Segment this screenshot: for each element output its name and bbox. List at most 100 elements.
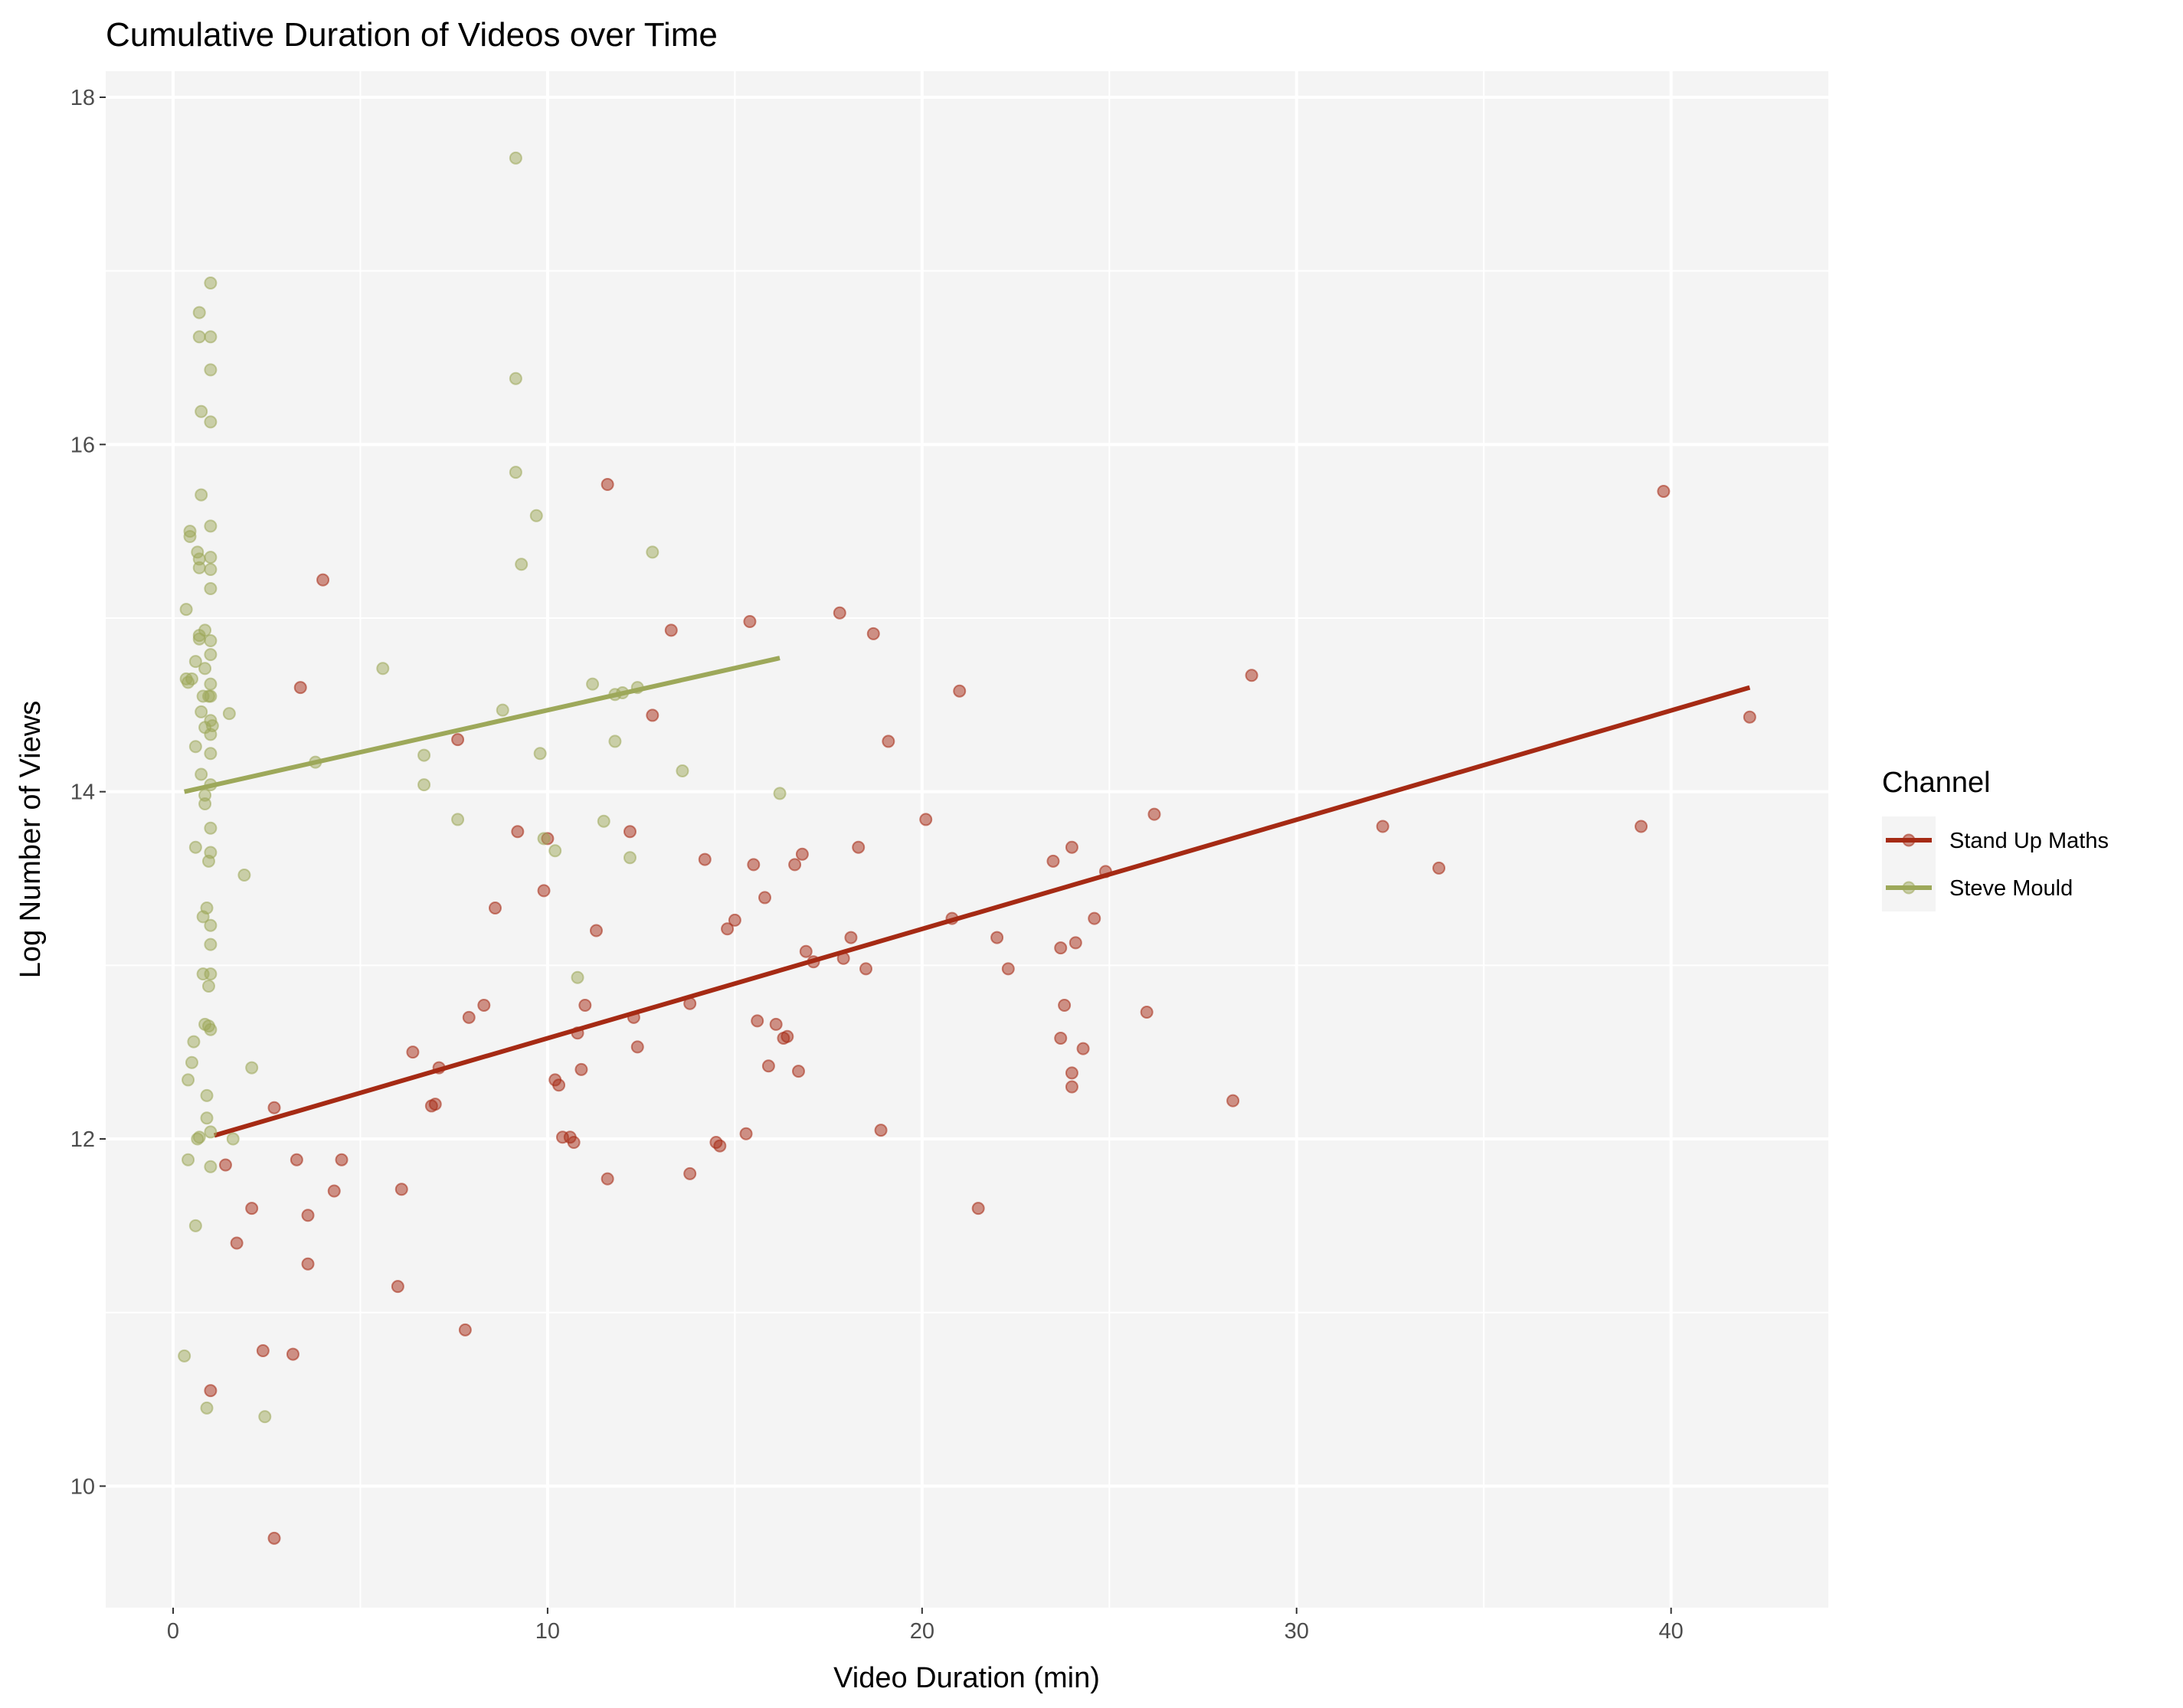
y-tick-label: 14 — [70, 780, 95, 805]
point-stand-up-maths — [1088, 911, 1101, 925]
point-steve-mould — [204, 1160, 218, 1173]
point-stand-up-maths — [852, 840, 866, 854]
x-tick-label: 20 — [910, 1619, 934, 1644]
point-stand-up-maths — [537, 884, 551, 898]
data-points — [178, 151, 1756, 1545]
chart-title: Cumulative Duration of Videos over Time — [106, 16, 718, 54]
point-steve-mould — [204, 330, 218, 344]
point-stand-up-maths — [1076, 1042, 1090, 1055]
point-steve-mould — [204, 918, 218, 932]
point-steve-mould — [537, 832, 551, 846]
point-steve-mould — [204, 519, 218, 533]
point-steve-mould — [597, 814, 610, 828]
legend-label: Steve Mould — [1949, 876, 2073, 901]
point-steve-mould — [198, 623, 212, 637]
point-steve-mould — [204, 778, 218, 792]
point-steve-mould — [417, 748, 431, 762]
point-steve-mould — [204, 821, 218, 835]
point-stand-up-maths — [623, 825, 637, 839]
y-tick-label: 16 — [70, 433, 95, 457]
point-steve-mould — [188, 740, 202, 754]
point-stand-up-maths — [743, 615, 757, 629]
point-steve-mould — [182, 1153, 195, 1166]
x-tick-label: 0 — [167, 1619, 179, 1644]
point-stand-up-maths — [747, 858, 761, 872]
point-stand-up-maths — [1054, 1032, 1068, 1045]
point-steve-mould — [187, 1035, 201, 1049]
point-stand-up-maths — [630, 1040, 644, 1054]
point-stand-up-maths — [791, 1065, 805, 1078]
point-stand-up-maths — [953, 684, 967, 698]
legend: Channel Stand Up Maths Steve Mould — [1882, 767, 2109, 911]
point-steve-mould — [204, 1023, 218, 1036]
point-steve-mould — [188, 840, 202, 854]
point-steve-mould — [188, 1219, 202, 1232]
x-axis-ticks: 0 10 20 30 40 — [167, 1608, 1684, 1644]
x-tick-label: 40 — [1659, 1619, 1684, 1644]
y-axis-title: Log Number of Views — [15, 701, 47, 979]
point-stand-up-maths — [458, 1323, 472, 1337]
legend-key-point — [1902, 881, 1916, 895]
point-stand-up-maths — [589, 924, 603, 937]
point-stand-up-maths — [286, 1347, 299, 1361]
trend-line-steve-mould — [184, 656, 781, 794]
point-steve-mould — [204, 581, 218, 595]
legend-key-point — [1902, 833, 1916, 847]
point-stand-up-maths — [769, 1017, 783, 1031]
point-stand-up-maths — [859, 962, 872, 976]
point-stand-up-maths — [301, 1209, 315, 1222]
point-steve-mould — [198, 662, 212, 676]
point-steve-mould — [548, 844, 562, 858]
point-stand-up-maths — [799, 944, 813, 958]
point-steve-mould — [309, 755, 322, 769]
point-steve-mould — [205, 719, 219, 733]
point-steve-mould — [198, 797, 212, 811]
point-steve-mould — [204, 967, 218, 981]
point-stand-up-maths — [1046, 854, 1060, 868]
point-steve-mould — [258, 1410, 272, 1424]
point-steve-mould — [245, 1061, 259, 1075]
point-stand-up-maths — [646, 708, 659, 722]
point-stand-up-maths — [477, 998, 491, 1012]
point-steve-mould — [204, 937, 218, 951]
y-tick-label: 18 — [70, 86, 95, 110]
point-stand-up-maths — [451, 733, 465, 747]
point-steve-mould — [608, 735, 622, 748]
point-stand-up-maths — [683, 996, 697, 1010]
point-stand-up-maths — [919, 813, 933, 826]
point-stand-up-maths — [664, 623, 678, 637]
point-stand-up-maths — [230, 1236, 244, 1250]
point-stand-up-maths — [761, 1059, 775, 1073]
point-steve-mould — [529, 509, 543, 522]
point-stand-up-maths — [601, 1172, 614, 1186]
point-steve-mould — [630, 681, 644, 695]
point-stand-up-maths — [836, 951, 850, 965]
point-stand-up-maths — [721, 922, 735, 936]
plot-panel — [106, 71, 1828, 1608]
point-steve-mould — [773, 787, 787, 800]
point-steve-mould — [183, 525, 197, 538]
point-stand-up-maths — [1065, 1066, 1078, 1080]
point-stand-up-maths — [728, 913, 741, 927]
point-steve-mould — [376, 662, 390, 676]
grid-major — [106, 71, 1828, 1608]
point-steve-mould — [200, 1401, 214, 1415]
point-stand-up-maths — [578, 998, 592, 1012]
point-steve-mould — [178, 1349, 191, 1363]
point-steve-mould — [200, 1088, 214, 1102]
point-stand-up-maths — [1058, 998, 1072, 1012]
point-steve-mould — [188, 655, 202, 669]
x-tick-label: 10 — [535, 1619, 560, 1644]
point-steve-mould — [237, 868, 251, 882]
point-stand-up-maths — [844, 931, 858, 944]
point-stand-up-maths — [394, 1183, 408, 1196]
point-steve-mould — [204, 648, 218, 662]
point-steve-mould — [192, 306, 206, 319]
point-stand-up-maths — [1657, 485, 1671, 499]
point-steve-mould — [586, 677, 600, 691]
point-stand-up-maths — [713, 1139, 727, 1153]
x-tick-label: 30 — [1285, 1619, 1309, 1644]
point-steve-mould — [192, 330, 206, 344]
point-steve-mould — [451, 813, 465, 826]
